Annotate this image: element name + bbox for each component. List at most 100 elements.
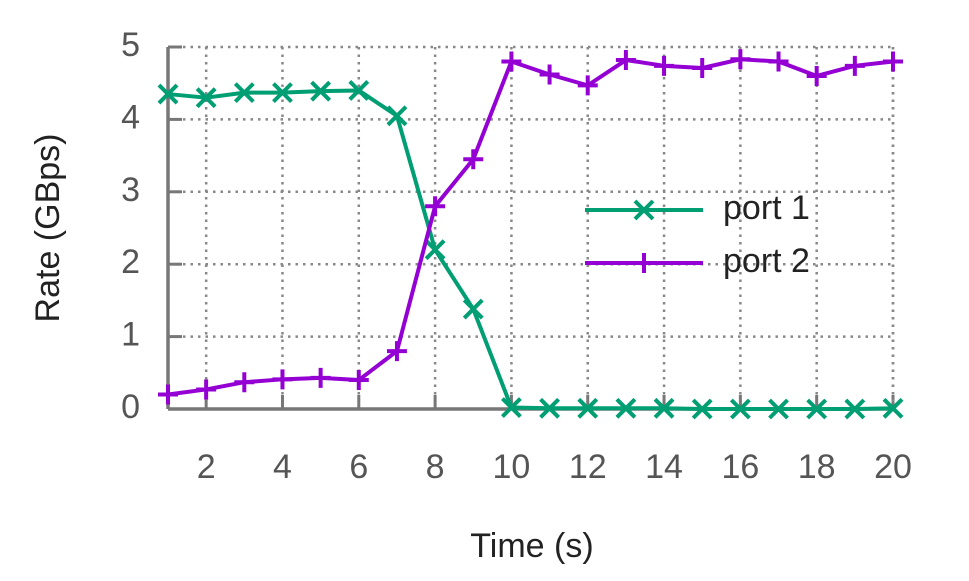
marker-shape <box>272 82 293 104</box>
legend-marker <box>633 199 655 221</box>
data-point <box>195 87 217 109</box>
data-point <box>463 149 484 170</box>
legend-label: port 2 <box>723 242 810 280</box>
y-tick-label: 2 <box>121 243 140 281</box>
marker-shape <box>234 372 255 393</box>
data-point <box>348 80 370 101</box>
marker-shape <box>424 239 446 261</box>
marker-shape <box>196 379 217 400</box>
marker-shape <box>386 341 407 362</box>
marker-shape <box>539 397 560 419</box>
marker-shape <box>806 65 827 86</box>
y-axis-label: Rate (GBps) <box>29 134 67 323</box>
marker-shape <box>577 75 598 96</box>
data-point <box>768 398 789 420</box>
data-point <box>196 379 217 400</box>
data-point <box>768 51 789 72</box>
data-point <box>844 398 866 420</box>
marker-shape <box>882 397 904 419</box>
data-point <box>272 82 293 104</box>
x-tick-label: 10 <box>493 448 531 486</box>
data-point <box>653 397 675 419</box>
data-point <box>310 80 332 102</box>
marker-shape <box>539 64 560 85</box>
marker-shape <box>633 199 655 221</box>
marker-shape <box>634 253 654 273</box>
marker-shape <box>310 367 331 388</box>
y-tick-label: 0 <box>121 388 140 426</box>
x-tick-label: 12 <box>569 448 607 486</box>
marker-shape <box>233 82 255 104</box>
data-point <box>806 398 828 420</box>
data-point <box>501 51 522 72</box>
x-axis-label: Time (s) <box>470 527 593 565</box>
marker-shape <box>348 370 369 391</box>
marker-shape <box>691 398 713 420</box>
legend-marker <box>634 253 654 273</box>
marker-shape <box>806 398 828 420</box>
data-point <box>691 398 713 420</box>
data-point <box>806 65 827 86</box>
marker-shape <box>425 196 446 217</box>
y-tick-label: 5 <box>121 26 140 64</box>
data-point <box>692 57 713 78</box>
marker-shape <box>157 83 179 105</box>
x-tick-label: 8 <box>426 448 445 486</box>
data-point <box>386 105 408 127</box>
data-point <box>348 370 369 391</box>
data-point <box>501 397 522 418</box>
marker-shape <box>386 105 408 127</box>
marker-shape <box>272 369 293 390</box>
data-point <box>615 397 637 419</box>
marker-shape <box>653 397 675 419</box>
data-point <box>234 372 255 393</box>
data-point <box>577 75 598 96</box>
x-tick-label: 16 <box>721 448 759 486</box>
series-line <box>167 88 894 411</box>
data-point <box>654 55 675 76</box>
marker-shape <box>463 149 484 170</box>
data-point <box>272 369 293 390</box>
marker-shape <box>654 55 675 76</box>
marker-shape <box>615 50 636 71</box>
y-tick-label: 1 <box>121 316 140 354</box>
x-tick-label: 6 <box>349 448 368 486</box>
marker-shape <box>768 398 789 420</box>
data-point <box>462 298 484 320</box>
data-point <box>539 64 560 85</box>
marker-shape <box>577 397 599 419</box>
data-point <box>844 55 865 76</box>
y-tick-label: 3 <box>121 171 140 209</box>
marker-shape <box>730 49 751 70</box>
marker-shape <box>348 80 370 101</box>
data-point <box>577 397 599 419</box>
data-point <box>233 82 255 104</box>
marker-shape <box>310 80 332 102</box>
marker-shape <box>158 384 178 405</box>
data-point <box>425 196 446 217</box>
data-point <box>424 239 446 261</box>
data-point <box>158 384 178 405</box>
data-point <box>729 398 751 420</box>
data-point <box>882 397 904 419</box>
data-point <box>157 83 179 105</box>
data-point <box>386 341 407 362</box>
x-tick-label: 14 <box>645 448 683 486</box>
legend-label: port 1 <box>723 189 810 227</box>
y-tick-label: 4 <box>121 98 140 136</box>
x-tick-label: 20 <box>874 448 912 486</box>
marker-shape <box>692 57 713 78</box>
marker-shape <box>615 397 637 419</box>
legend: port 1 port 2 <box>585 189 810 280</box>
x-tick-label: 18 <box>798 448 836 486</box>
data-point <box>730 49 751 70</box>
data-point <box>310 367 331 388</box>
marker-shape <box>844 398 866 420</box>
marker-shape <box>501 51 522 72</box>
marker-shape <box>462 298 484 320</box>
data-point <box>539 397 560 419</box>
data-point <box>615 50 636 71</box>
data-point <box>883 51 903 72</box>
x-tick-label: 4 <box>273 448 292 486</box>
